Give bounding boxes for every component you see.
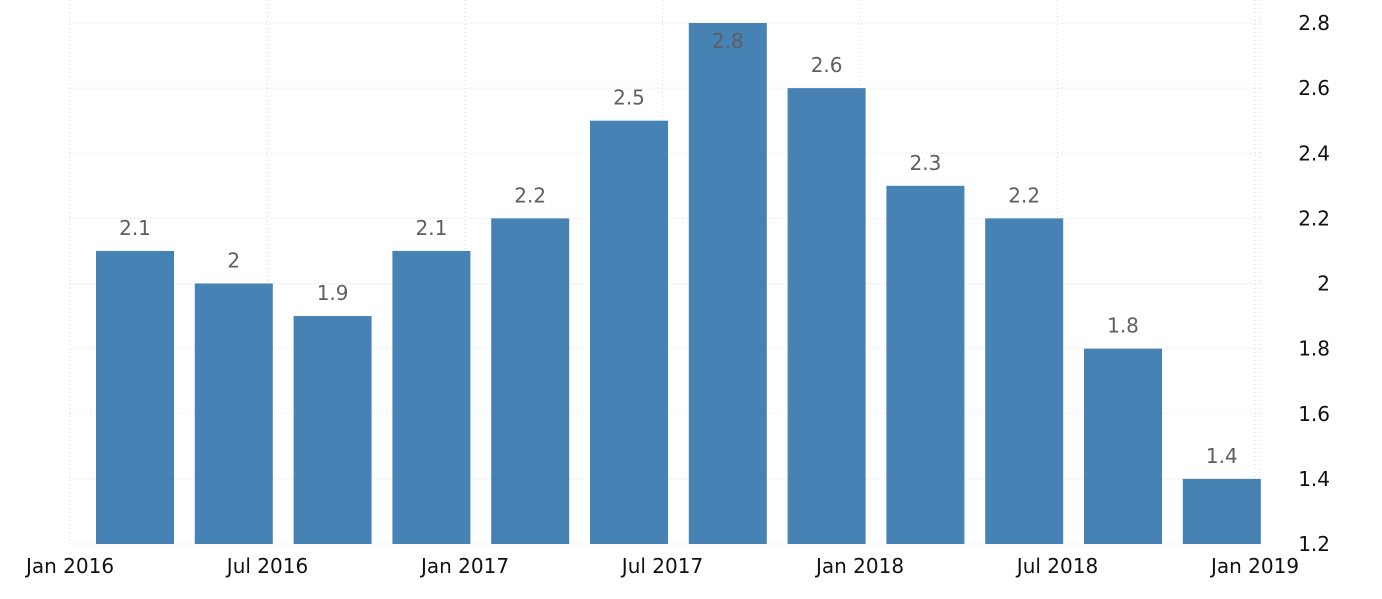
- x-axis: Jan 2016 Jul 2016 Jan 2017 Jul 2017 Jan 2018…: [24, 554, 1299, 578]
- bar: [787, 88, 866, 544]
- x-tick-label: Jul 2018: [1015, 554, 1098, 578]
- bar: [590, 120, 668, 544]
- bar-value-label: 2: [227, 249, 240, 273]
- bar-value-label: 2.1: [119, 216, 151, 240]
- y-axis: 1.2 1.4 1.6 1.8 2 2.2 2.4 2.6 2.8: [1298, 11, 1330, 556]
- y-tick-label: 2.8: [1298, 11, 1330, 35]
- bar-value-label: 1.9: [317, 281, 349, 305]
- y-tick-label: 2.6: [1298, 76, 1330, 100]
- x-tick-label: Jan 2019: [1209, 554, 1299, 578]
- y-tick-label: 1.2: [1298, 532, 1330, 556]
- bar-value-label: 2.1: [415, 216, 447, 240]
- bar: [985, 218, 1064, 544]
- bar-value-label: 2.5: [613, 86, 645, 110]
- y-tick-label: 1.4: [1298, 467, 1330, 491]
- bar-value-label: 2.2: [514, 183, 546, 207]
- bar: [1084, 348, 1162, 544]
- bar-value-label: 2.6: [811, 53, 843, 77]
- y-tick-label: 1.6: [1298, 402, 1330, 426]
- bar: [688, 23, 767, 544]
- x-tick-label: Jan 2017: [419, 554, 509, 578]
- x-tick-label: Jan 2018: [814, 554, 904, 578]
- y-tick-label: 1.8: [1298, 337, 1330, 361]
- bar: [194, 283, 273, 544]
- bar-value-label: 1.4: [1206, 444, 1238, 468]
- bar: [491, 218, 570, 544]
- bar-value-label: 2.3: [909, 151, 941, 175]
- bar: [886, 185, 965, 544]
- bar: [96, 250, 174, 544]
- x-tick-label: Jul 2017: [620, 554, 703, 578]
- bar: [1182, 478, 1261, 544]
- bar-value-labels: 2.1 2 1.9 2.1 2.2 2.5 2.8 2.6 2.3 2.2 1.8 1.4: [119, 29, 1238, 468]
- bars: [96, 23, 1261, 544]
- bar-value-label: 2.8: [712, 29, 744, 53]
- x-tick-label: Jan 2016: [24, 554, 114, 578]
- y-tick-label: 2: [1317, 272, 1330, 296]
- bar-value-label: 1.8: [1107, 314, 1139, 338]
- bar-value-label: 2.2: [1008, 183, 1040, 207]
- y-tick-label: 2.4: [1298, 141, 1330, 165]
- y-tick-label: 2.2: [1298, 206, 1330, 230]
- bar: [392, 250, 471, 544]
- x-tick-label: Jul 2016: [225, 554, 308, 578]
- bar: [293, 316, 372, 544]
